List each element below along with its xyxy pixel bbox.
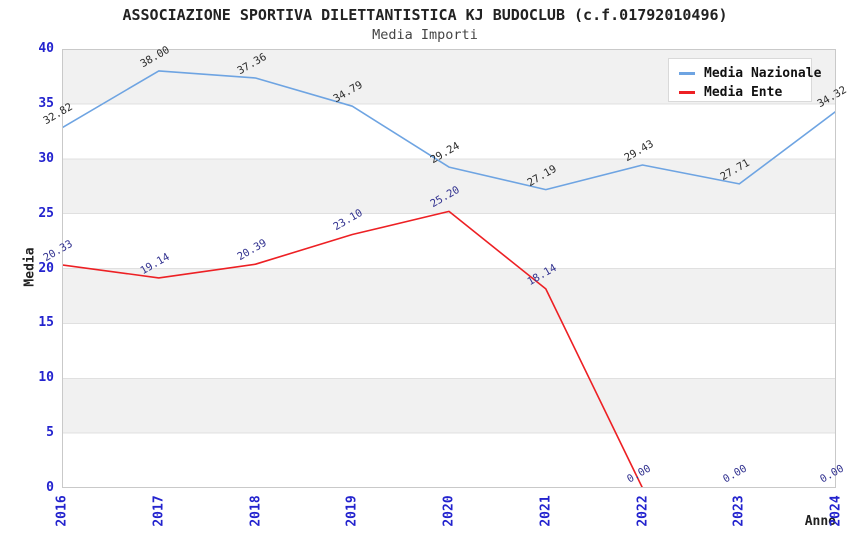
y-tick-label: 0 bbox=[46, 480, 54, 495]
y-tick-label: 30 bbox=[38, 150, 54, 166]
x-tick-label: 2022 bbox=[635, 495, 650, 527]
x-tick-label: 2018 bbox=[248, 495, 263, 527]
legend-item-media-ente: Media Ente bbox=[679, 83, 811, 102]
plot-band bbox=[62, 378, 836, 434]
x-tick-label: 2017 bbox=[151, 495, 167, 527]
legend-label-media-ente: Media Ente bbox=[704, 85, 783, 100]
plot-band bbox=[62, 103, 836, 159]
y-tick-label: 20 bbox=[38, 260, 54, 276]
plot-band bbox=[62, 433, 836, 488]
legend-label-media-nazionale: Media Nazionale bbox=[704, 66, 822, 81]
chart-title: ASSOCIAZIONE SPORTIVA DILETTANTISTICA KJ… bbox=[122, 6, 728, 24]
x-tick-label: 2020 bbox=[441, 495, 457, 527]
plot-area bbox=[62, 49, 836, 488]
x-axis-title: Anno bbox=[804, 514, 836, 529]
series-line-media-nazionale bbox=[62, 70, 836, 191]
legend: Media Nazionale Media Ente bbox=[668, 58, 821, 102]
x-tick-label: 2021 bbox=[538, 495, 554, 527]
y-tick-label: 15 bbox=[38, 315, 54, 331]
y-tick-label: 10 bbox=[38, 370, 54, 386]
x-tick-label: 2023 bbox=[731, 495, 747, 527]
plot-border bbox=[62, 49, 836, 488]
chart-subtitle: Media Importi bbox=[372, 27, 478, 43]
plot-band bbox=[62, 268, 836, 324]
plot-svg bbox=[62, 49, 836, 488]
plot-band bbox=[62, 213, 836, 269]
legend-item-media-nazionale: Media Nazionale bbox=[679, 64, 821, 83]
plot-band bbox=[62, 323, 836, 379]
legend-swatch-media-ente-icon bbox=[679, 91, 695, 94]
y-tick-label: 25 bbox=[38, 205, 54, 221]
x-tick-label: 2024 bbox=[828, 495, 844, 527]
y-tick-label: 5 bbox=[46, 425, 54, 441]
legend-swatch-media-nazionale-icon bbox=[679, 72, 695, 75]
y-tick-label: 40 bbox=[38, 41, 54, 56]
y-tick-label: 35 bbox=[38, 95, 54, 111]
x-tick-label: 2016 bbox=[54, 495, 70, 527]
x-tick-label: 2019 bbox=[344, 495, 360, 527]
series-line-media-ente bbox=[62, 210, 836, 488]
